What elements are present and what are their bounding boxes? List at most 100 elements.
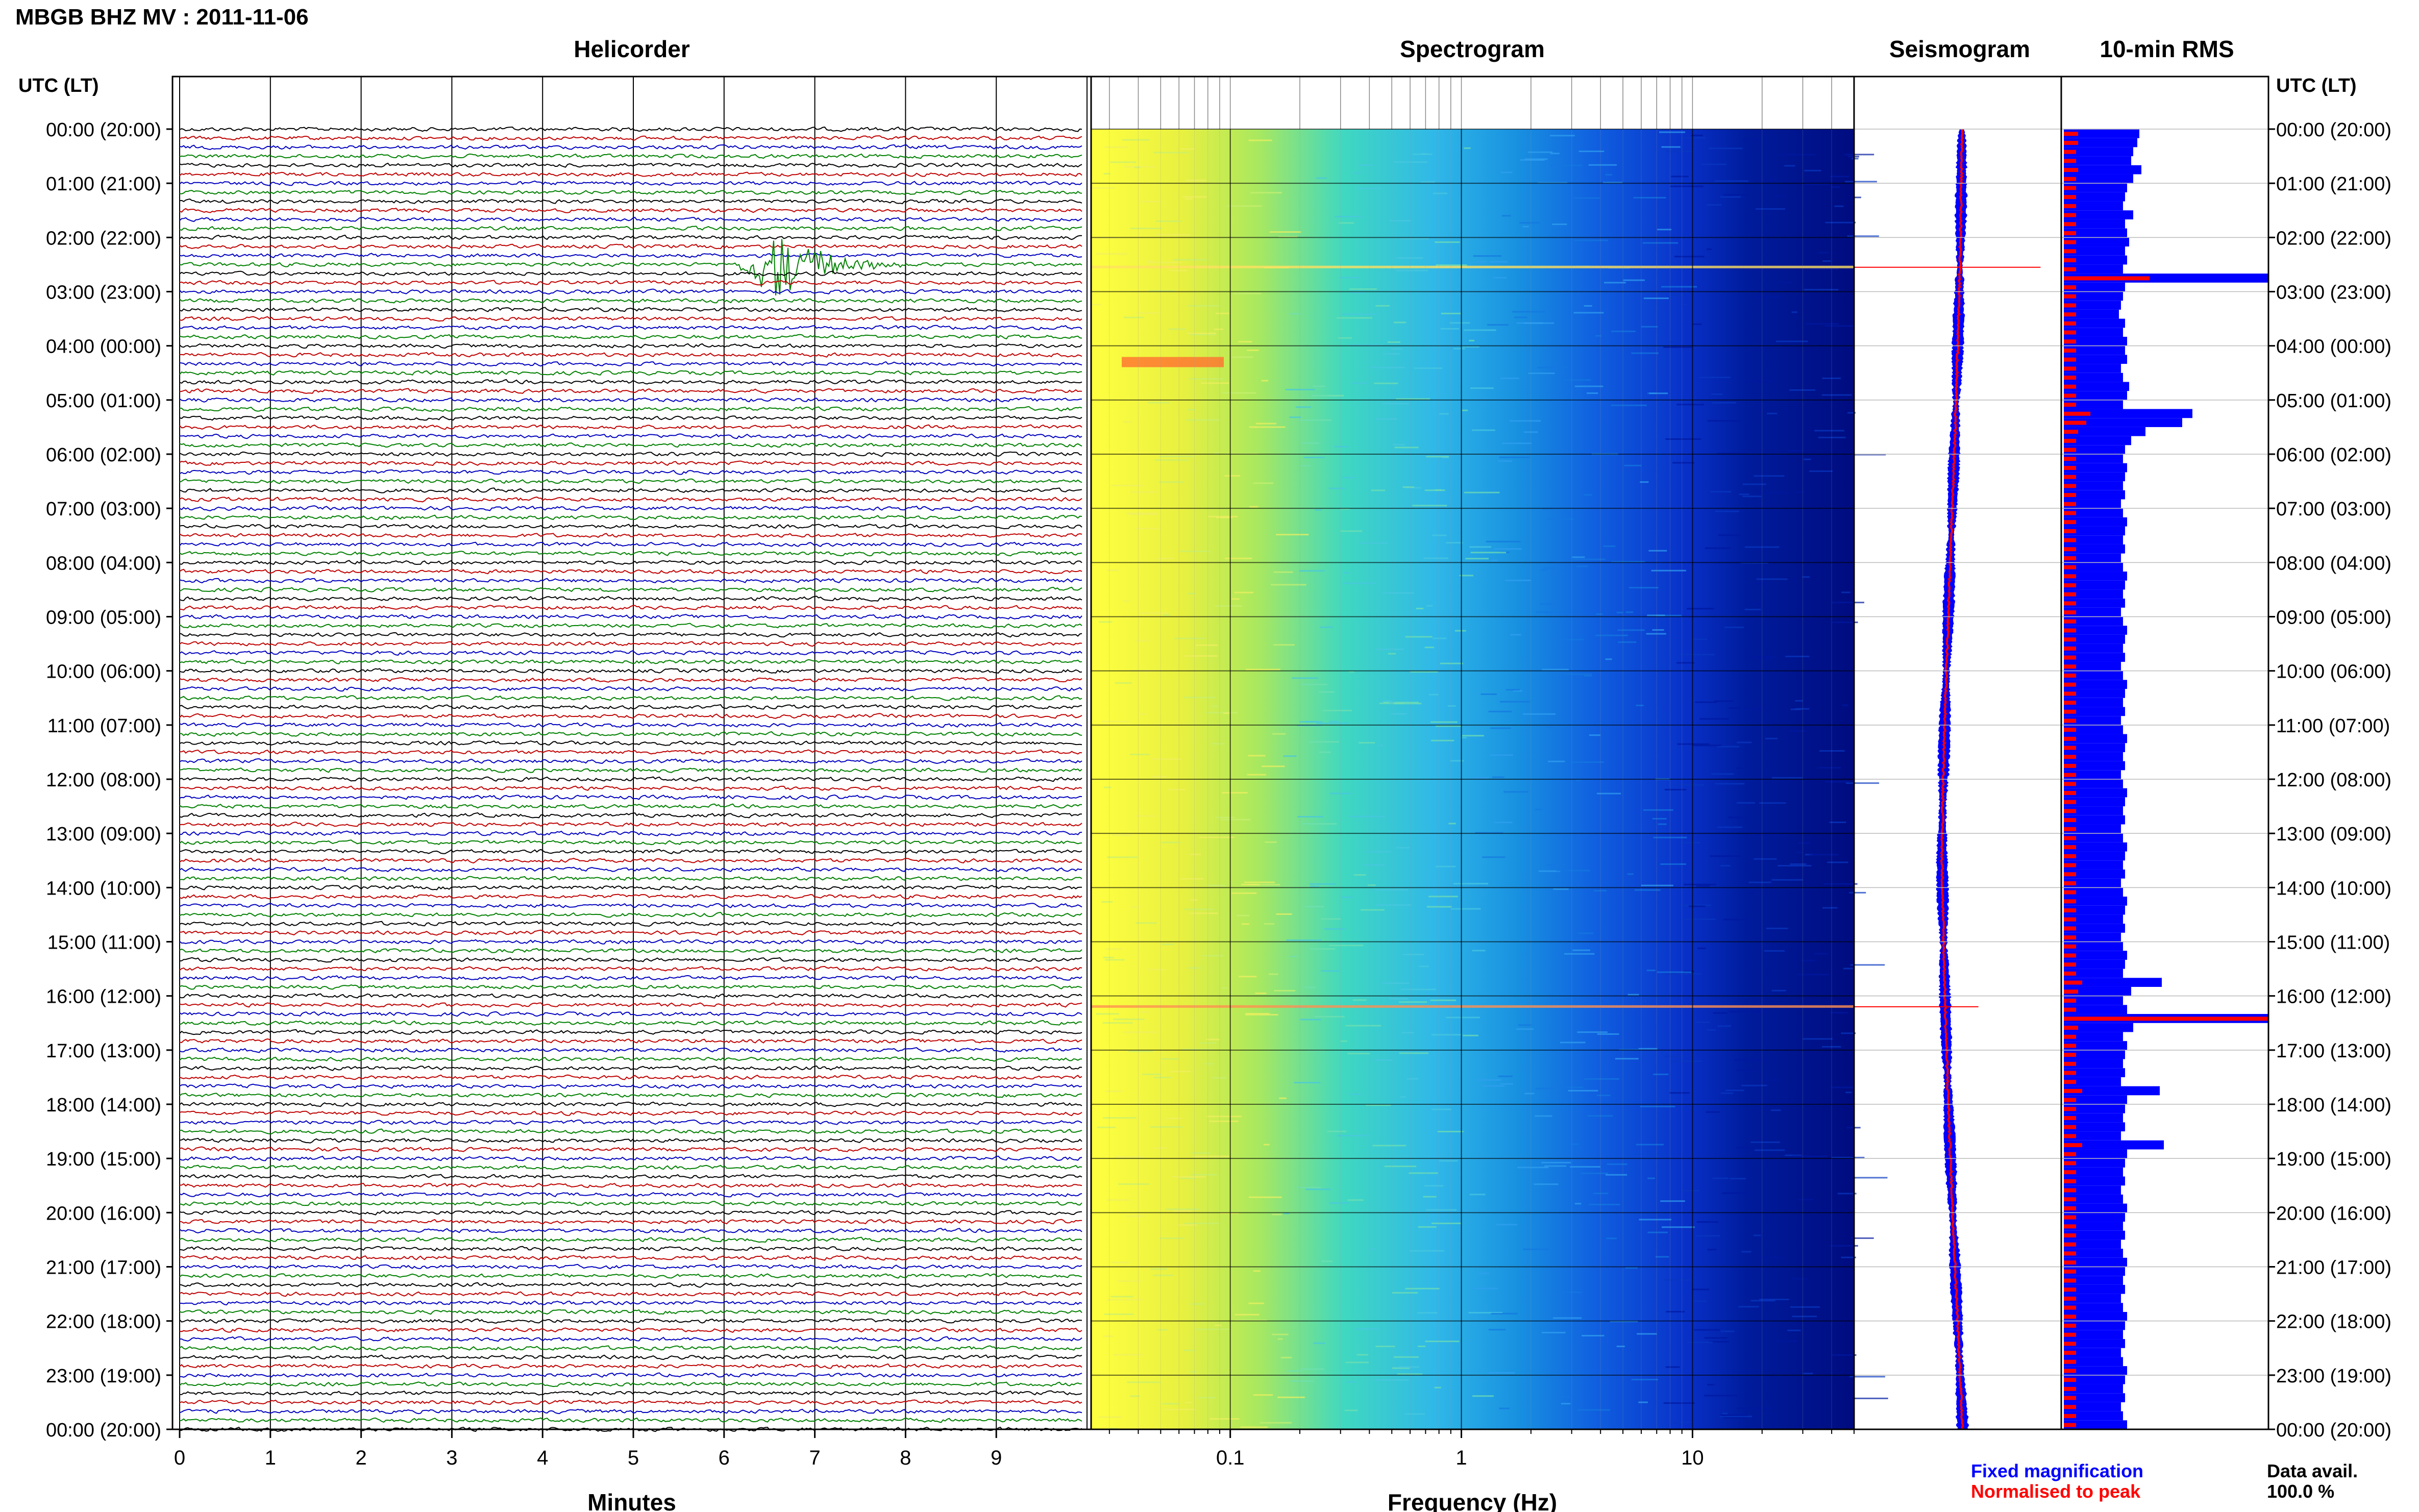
- rms-normalised-bar: [2064, 709, 2076, 714]
- spectrogram-cell: [1714, 180, 1748, 182]
- rms-normalised-bar: [2064, 1242, 2076, 1247]
- spectrogram-cell: [1505, 579, 1531, 581]
- spectrogram-cell: [1159, 1237, 1185, 1240]
- spectrogram-cell: [1711, 773, 1734, 775]
- spectrogram-cell: [1249, 506, 1258, 508]
- rms-normalised-bar: [2064, 872, 2076, 877]
- rms-normalised-bar: [2064, 845, 2076, 850]
- spectrogram-cell: [1490, 261, 1508, 263]
- page-title: MBGB BHZ MV : 2011-11-06: [15, 5, 309, 30]
- spectrogram-cell: [1671, 294, 1684, 296]
- spectrogram-cell: [1472, 950, 1486, 952]
- helicorder-trace-line: [179, 965, 1082, 972]
- spectrogram-cell: [1432, 534, 1447, 536]
- spectrogram-cell: [1096, 253, 1127, 255]
- rms-normalised-bar: [2064, 393, 2076, 398]
- spectrogram-cell: [1206, 1038, 1220, 1040]
- spectrogram-cell: [1419, 965, 1429, 968]
- helicorder-trace-line: [179, 533, 1082, 538]
- spectrogram-cell: [1705, 547, 1731, 549]
- spectrogram-cell: [1762, 1079, 1779, 1081]
- spectrogram-cell: [1641, 884, 1673, 886]
- spectrogram-cell: [1535, 808, 1542, 810]
- spectrogram-cell: [1189, 378, 1223, 380]
- spectrogram-cell: [1639, 1219, 1671, 1221]
- spectrogram-cell: [1682, 918, 1716, 920]
- spectrogram-cell: [1460, 737, 1467, 739]
- spectrogram-cell: [1842, 704, 1848, 706]
- rms-fixed-bar: [2064, 1230, 2125, 1240]
- rms-fixed-bar: [2064, 616, 2123, 626]
- helicorder-trace-line: [179, 1119, 1082, 1125]
- spectrogram-cell: [1509, 420, 1541, 422]
- spectrogram-cell: [1636, 704, 1644, 706]
- right-time-label: 04:00 (00:00): [2276, 336, 2391, 358]
- spectrogram-cell: [1470, 387, 1494, 389]
- spectrogram-cell: [1372, 1145, 1406, 1147]
- spectrogram-cell: [1695, 1021, 1710, 1023]
- right-time-label: 10:00 (06:00): [2276, 661, 2391, 683]
- spectrogram-cell: [1831, 602, 1864, 604]
- spectrogram-cell: [1310, 885, 1320, 887]
- spectrogram-cell: [1791, 311, 1798, 313]
- spectrogram-cell: [1207, 884, 1226, 886]
- rms-fixed-bar: [2064, 345, 2125, 355]
- spectrogram-cell: [1212, 743, 1225, 745]
- spectrogram-cell: [1272, 1333, 1289, 1335]
- helicorder-trace-line: [179, 849, 1082, 855]
- spectrogram-cell: [1649, 392, 1668, 394]
- spectrogram-cell: [1337, 317, 1373, 319]
- rms-fixed-bar: [2064, 481, 2123, 490]
- rms-normalised-bar: [2064, 989, 2078, 994]
- spectrogram-cell: [1104, 959, 1125, 961]
- helicorder-trace-line: [179, 1219, 1082, 1225]
- helicorder-trace-line: [179, 641, 1082, 647]
- left-time-label: 13:00 (09:00): [46, 824, 161, 845]
- spectrogram-cell: [1845, 181, 1877, 183]
- rms-normalised-bar: [2064, 998, 2076, 1003]
- left-time-label: 23:00 (19:00): [46, 1366, 161, 1387]
- rms-normalised-bar: [2064, 1034, 2076, 1039]
- spectrogram-cell: [1707, 1029, 1716, 1031]
- spectrogram-cell: [1462, 346, 1479, 348]
- spectrogram-cell: [1245, 1012, 1270, 1014]
- spectrogram-cell: [1843, 968, 1854, 970]
- spectrogram-cell: [1715, 783, 1745, 785]
- helicorder-trace-line: [179, 794, 1082, 800]
- spectrogram-cell: [1255, 423, 1276, 425]
- rms-normalised-bar: [2064, 1269, 2076, 1274]
- spectrogram-cell: [1721, 1092, 1733, 1094]
- helicorder-trace-line: [179, 1309, 1082, 1315]
- spectrogram-cell: [1522, 226, 1529, 228]
- rms-normalised-bar: [2064, 1206, 2076, 1210]
- spectrogram-cell: [1593, 1193, 1609, 1195]
- spectrogram-cell: [1316, 722, 1349, 724]
- helicorder-trace-line: [179, 153, 1082, 159]
- helicorder-trace-line: [179, 1273, 1082, 1279]
- spectrogram-cell: [1148, 402, 1170, 404]
- spectrogram-cell: [1222, 792, 1248, 794]
- spectrogram-cell: [1462, 735, 1484, 737]
- spectrogram-cell: [1657, 229, 1672, 231]
- helicorder-trace-line: [179, 839, 1082, 846]
- helicorder-trace-line: [179, 876, 1082, 881]
- helicorder-trace-line: [179, 1336, 1082, 1342]
- spectrogram-cell: [1536, 611, 1553, 613]
- spectrogram-cell: [1345, 1025, 1381, 1027]
- spectrogram-cell: [1299, 570, 1325, 572]
- rms-normalised-bar: [2064, 782, 2076, 786]
- rms-fixed-bar: [2064, 986, 2131, 996]
- spectrogram-cell: [1550, 164, 1583, 166]
- spectrogram-cell: [1510, 634, 1521, 636]
- rms-normalised-bar: [2064, 240, 2076, 244]
- spectrogram-cell: [1355, 1328, 1379, 1330]
- spectrogram-cell: [1169, 269, 1188, 271]
- rms-normalised-bar: [2064, 881, 2076, 885]
- spectrogram-cell: [1845, 1092, 1852, 1094]
- spectrogram-cell: [1338, 222, 1354, 224]
- rms-fixed-bar: [2064, 779, 2123, 788]
- helicorder-trace-line: [179, 659, 1082, 664]
- spectrogram-cell: [1447, 705, 1456, 707]
- spectrogram-cell: [1715, 510, 1739, 512]
- rms-fixed-bar: [2064, 996, 2123, 1005]
